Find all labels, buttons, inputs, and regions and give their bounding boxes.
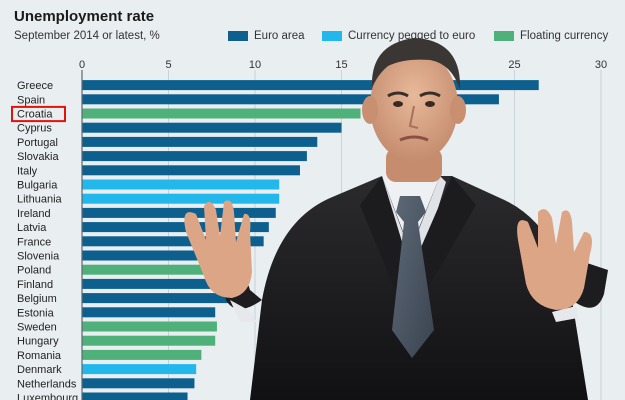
legend-label-currency-pegged: Currency pegged to euro [348,30,476,42]
category-label-croatia: Croatia [17,109,53,121]
bar-portugal [82,136,318,147]
bar-spain [82,94,499,105]
category-label-france: France [17,236,51,248]
category-label-romania: Romania [17,350,62,362]
croatia-highlight-box [11,105,66,123]
category-label-netherlands: Netherlands [17,378,77,390]
bar-slovenia [82,250,249,261]
bar-denmark [82,364,197,375]
category-label-belgium: Belgium [17,293,57,305]
x-tick-label: 5 [165,59,171,71]
category-label-finland: Finland [17,279,53,291]
category-label-estonia: Estonia [17,307,55,319]
legend-swatch-euro-area [228,31,248,41]
legend-item-floating-currency: Floating currency [494,30,608,42]
bar-lithuania [82,193,280,204]
bar-finland [82,278,231,289]
x-tick-label: 10 [249,59,261,71]
bar-france [82,236,264,247]
x-tick-label: 15 [335,59,347,71]
bar-slovakia [82,151,307,162]
category-label-bulgaria: Bulgaria [17,180,58,192]
legend-label-floating-currency: Floating currency [520,30,609,42]
category-label-latvia: Latvia [17,222,47,234]
category-label-spain: Spain [17,94,45,106]
legend-item-euro-area: Euro area [228,30,305,42]
chart-title: Unemployment rate [14,8,155,25]
bar-greece [82,80,539,91]
bar-sweden [82,321,217,332]
bar-luxembourg [82,392,188,400]
category-label-slovakia: Slovakia [17,151,59,163]
category-label-ireland: Ireland [17,208,51,220]
x-tick-label: 0 [79,59,85,71]
category-label-slovenia: Slovenia [17,251,60,263]
bar-poland [82,264,228,275]
category-label-italy: Italy [17,165,38,177]
x-tick-label: 25 [508,59,520,71]
bar-latvia [82,222,269,233]
bar-italy [82,165,300,176]
category-label-luxembourg: Luxembourg [17,393,78,400]
category-label-lithuania: Lithuania [17,194,63,206]
category-label-cyprus: Cyprus [17,123,52,135]
legend-label-euro-area: Euro area [254,30,305,42]
bar-estonia [82,307,216,318]
bar-belgium [82,293,230,304]
bar-ireland [82,207,276,218]
category-label-greece: Greece [17,80,53,92]
bar-cyprus [82,122,342,133]
bar-croatia [82,108,361,119]
chart-subtitle: September 2014 or latest, % [14,30,160,42]
category-label-denmark: Denmark [17,364,62,376]
category-label-portugal: Portugal [17,137,58,149]
category-label-sweden: Sweden [17,322,57,334]
legend-swatch-floating-currency [494,31,514,41]
bar-bulgaria [82,179,280,190]
bar-romania [82,349,202,360]
category-label-hungary: Hungary [17,336,59,348]
legend-item-currency-pegged: Currency pegged to euro [322,30,475,42]
category-label-poland: Poland [17,265,51,277]
bar-hungary [82,335,216,346]
x-tick-label: 30 [595,59,607,71]
bar-netherlands [82,378,195,389]
legend-swatch-currency-pegged [322,31,342,41]
